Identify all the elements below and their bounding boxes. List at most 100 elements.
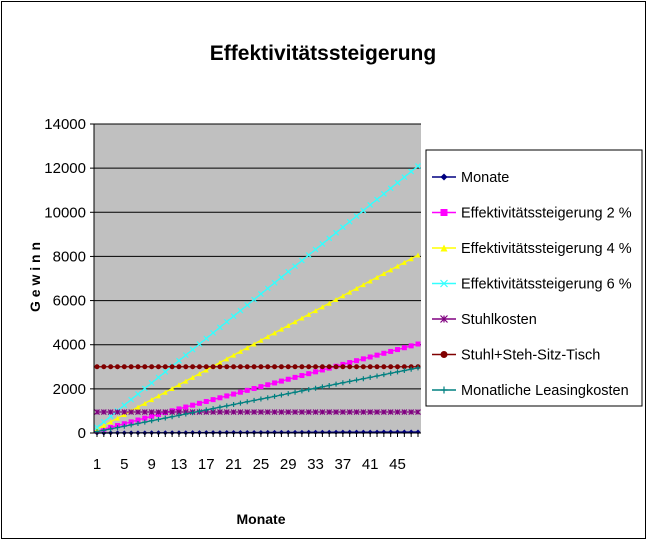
data-point	[408, 168, 415, 175]
data-point	[114, 425, 120, 431]
data-point	[244, 409, 251, 415]
data-point	[224, 393, 230, 399]
data-point	[231, 401, 237, 407]
data-point	[258, 364, 264, 370]
data-point	[251, 429, 257, 435]
data-point	[298, 257, 305, 264]
data-point	[183, 411, 189, 417]
data-point	[285, 429, 291, 435]
data-point	[278, 364, 284, 370]
data-point	[100, 418, 107, 425]
data-point	[142, 400, 148, 406]
data-point	[278, 274, 285, 281]
x-axis-title: Monate	[237, 511, 286, 527]
data-point	[176, 357, 182, 364]
data-point	[313, 385, 319, 391]
legend-entry: Monatliche Leasingkosten	[432, 383, 629, 399]
data-point	[210, 329, 217, 336]
data-point	[251, 397, 257, 403]
data-point	[237, 307, 244, 314]
data-point	[142, 419, 148, 425]
data-point	[272, 364, 278, 370]
data-point	[292, 319, 298, 325]
data-point	[210, 397, 216, 403]
data-point	[244, 302, 251, 308]
data-point	[101, 364, 107, 370]
data-point	[196, 400, 202, 406]
data-point	[374, 352, 380, 358]
data-point	[326, 409, 333, 415]
data-point	[155, 364, 161, 370]
data-point	[251, 409, 258, 415]
data-point	[114, 409, 121, 415]
data-point	[408, 409, 415, 415]
series-3	[94, 163, 421, 431]
data-point	[333, 229, 339, 236]
axes	[90, 123, 421, 437]
data-point	[326, 364, 332, 370]
data-point	[313, 369, 319, 375]
data-point	[217, 360, 223, 366]
y-axis-title: G e w i n n	[27, 242, 43, 312]
data-point	[203, 398, 209, 404]
data-point	[298, 409, 305, 415]
data-point	[224, 364, 230, 370]
x-tick-label: 29	[280, 456, 297, 473]
x-tick-label: 1	[93, 456, 101, 473]
data-point	[313, 364, 319, 370]
data-point	[415, 252, 421, 258]
legend-label: Monate	[461, 170, 509, 186]
data-point	[149, 418, 155, 424]
data-point	[415, 163, 421, 169]
data-point	[210, 364, 216, 370]
data-point	[230, 313, 237, 320]
data-point	[264, 285, 271, 292]
data-point	[394, 179, 401, 186]
data-point	[258, 384, 264, 390]
data-point	[272, 429, 278, 435]
data-point	[380, 190, 387, 197]
data-point	[347, 378, 353, 384]
y-tick-label: 0	[78, 425, 86, 442]
data-point	[258, 396, 264, 402]
data-point	[94, 364, 100, 370]
data-point	[128, 396, 135, 403]
data-point	[149, 364, 155, 370]
data-point	[333, 409, 339, 415]
data-point	[128, 419, 134, 425]
data-point	[203, 364, 209, 370]
data-point	[353, 213, 360, 220]
data-point	[94, 409, 100, 415]
data-point	[176, 412, 182, 418]
data-point	[306, 364, 312, 370]
data-point	[223, 318, 230, 325]
data-point	[292, 364, 298, 370]
series-4	[94, 409, 421, 415]
data-point	[237, 364, 243, 370]
data-point	[340, 364, 346, 370]
legend-label: Effektivitätssteigerung 6 %	[461, 277, 632, 293]
data-point	[278, 326, 284, 332]
data-point	[388, 267, 394, 273]
data-point	[135, 391, 141, 397]
data-point	[395, 369, 401, 375]
data-point	[121, 364, 127, 370]
data-point	[346, 409, 353, 415]
y-tick-label: 8000	[53, 248, 86, 265]
data-point	[176, 382, 182, 388]
data-point	[415, 365, 421, 371]
legend-label: Effektivitätssteigerung 2 %	[461, 206, 632, 222]
data-point	[121, 402, 128, 409]
data-point	[381, 364, 387, 370]
data-point	[223, 409, 230, 415]
data-point	[415, 341, 421, 347]
data-point	[401, 345, 407, 351]
data-point	[374, 274, 380, 280]
data-point	[339, 409, 346, 415]
data-point	[128, 409, 135, 415]
data-point	[257, 291, 264, 297]
data-point	[217, 395, 223, 401]
data-point	[217, 364, 223, 370]
data-point	[381, 372, 387, 378]
